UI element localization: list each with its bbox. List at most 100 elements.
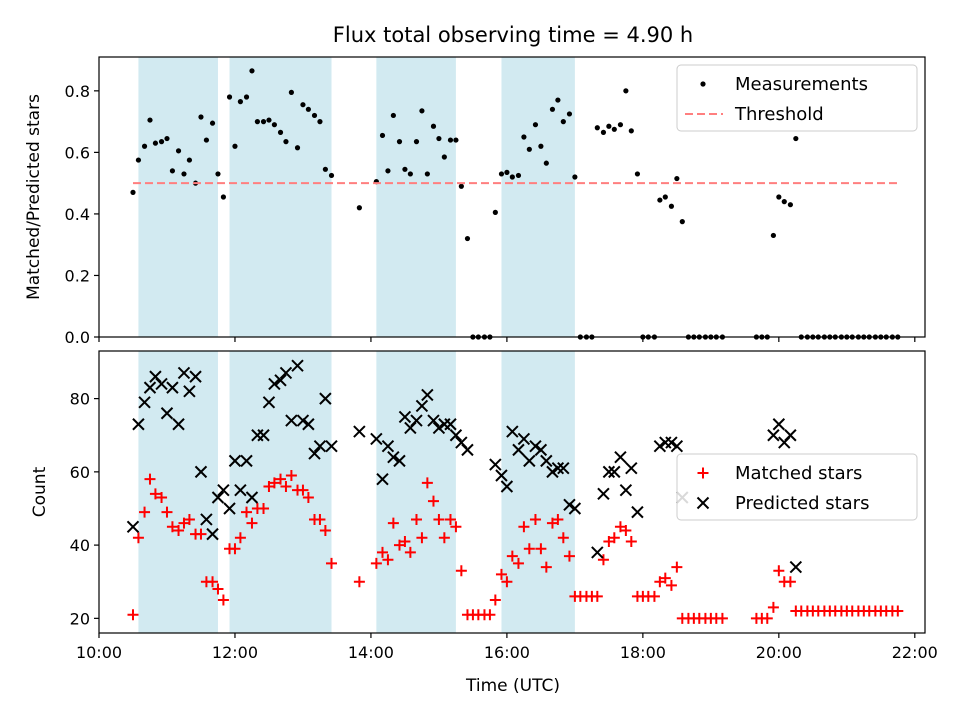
x-tick-label: 22:00 — [892, 643, 938, 662]
data-point — [268, 377, 281, 391]
data-point — [679, 219, 685, 225]
data-point — [634, 171, 641, 177]
data-point — [183, 385, 196, 398]
data-point — [594, 125, 600, 131]
data-point — [535, 543, 547, 555]
data-point — [538, 143, 544, 149]
data-point — [370, 557, 382, 569]
data-point — [659, 436, 672, 449]
data-point — [563, 498, 576, 512]
data-point — [458, 183, 464, 189]
data-point — [243, 94, 250, 100]
data-point — [390, 112, 396, 119]
data-point — [560, 119, 566, 125]
data-point — [447, 137, 454, 143]
data-point — [257, 429, 270, 442]
data-point — [568, 502, 582, 515]
data-point — [229, 543, 241, 555]
x-axis-label: Time (UTC) — [465, 676, 560, 696]
y-tick-label: 0.2 — [65, 266, 90, 285]
data-point — [410, 513, 422, 525]
data-point — [241, 506, 253, 518]
data-point — [552, 513, 564, 525]
data-point — [534, 443, 548, 457]
y-tick-label: 20 — [70, 609, 90, 628]
data-point — [203, 137, 210, 143]
legend-label: Predicted stars — [735, 493, 869, 514]
data-point — [379, 132, 386, 139]
data-point — [444, 418, 457, 431]
data-point — [215, 171, 221, 177]
data-point — [450, 521, 462, 533]
data-point — [521, 134, 527, 140]
plot-frame — [98, 56, 926, 338]
data-point — [353, 576, 365, 588]
y-axis-label: Matched/Predicted stars — [24, 94, 44, 300]
data-point — [529, 440, 542, 453]
legend-box — [676, 453, 918, 521]
legend-box — [676, 64, 918, 132]
data-point — [421, 388, 434, 402]
data-point — [396, 139, 403, 145]
data-point — [220, 194, 227, 200]
data-point — [226, 94, 233, 100]
data-point — [659, 572, 671, 584]
data-point — [399, 535, 411, 547]
observing-interval — [138, 57, 218, 337]
data-point — [132, 418, 145, 431]
data-point — [518, 521, 530, 533]
data-point — [228, 454, 242, 468]
data-point — [302, 491, 314, 503]
data-point — [433, 513, 445, 525]
data-point — [155, 377, 168, 391]
data-point — [444, 513, 456, 525]
data-point — [356, 205, 362, 211]
data-point — [166, 381, 179, 394]
data-point — [240, 454, 253, 468]
data-point — [314, 513, 326, 525]
data-point — [529, 513, 541, 525]
data-point — [223, 502, 236, 515]
data-point — [183, 513, 195, 525]
data-point — [127, 609, 139, 621]
data-point — [195, 528, 207, 540]
data-point — [382, 554, 394, 566]
plot-frame — [98, 350, 926, 634]
data-point — [407, 171, 413, 177]
data-point — [784, 576, 796, 588]
data-point — [274, 374, 287, 387]
data-point — [772, 418, 786, 431]
data-point — [793, 135, 799, 142]
observing-interval — [501, 57, 575, 337]
data-point — [254, 119, 261, 125]
chart-title: Flux total observing time = 4.90 h — [333, 23, 693, 47]
data-point — [657, 197, 663, 203]
data-point — [526, 146, 532, 152]
observing-interval — [376, 57, 456, 337]
data-point — [249, 68, 255, 74]
data-point — [260, 119, 267, 125]
data-point — [761, 612, 773, 624]
data-point — [495, 469, 508, 482]
data-point — [266, 117, 272, 123]
data-point — [617, 122, 624, 128]
data-point — [326, 557, 338, 569]
x-tick-label: 16:00 — [484, 643, 530, 662]
data-point — [387, 451, 400, 464]
data-point — [489, 458, 502, 471]
observing-interval — [229, 57, 332, 337]
data-point — [152, 140, 159, 146]
data-point — [271, 122, 277, 128]
data-point — [489, 594, 501, 606]
y-tick-label: 0.4 — [65, 205, 90, 224]
data-point — [670, 440, 684, 453]
y-tick-label: 40 — [70, 536, 90, 555]
data-point — [500, 480, 514, 493]
data-point — [413, 139, 420, 145]
data-point — [602, 465, 616, 479]
data-point — [294, 145, 301, 151]
legend: Matched stars Predicted stars — [676, 453, 918, 521]
data-point — [892, 605, 904, 617]
data-point — [319, 392, 332, 405]
data-point — [784, 429, 797, 442]
